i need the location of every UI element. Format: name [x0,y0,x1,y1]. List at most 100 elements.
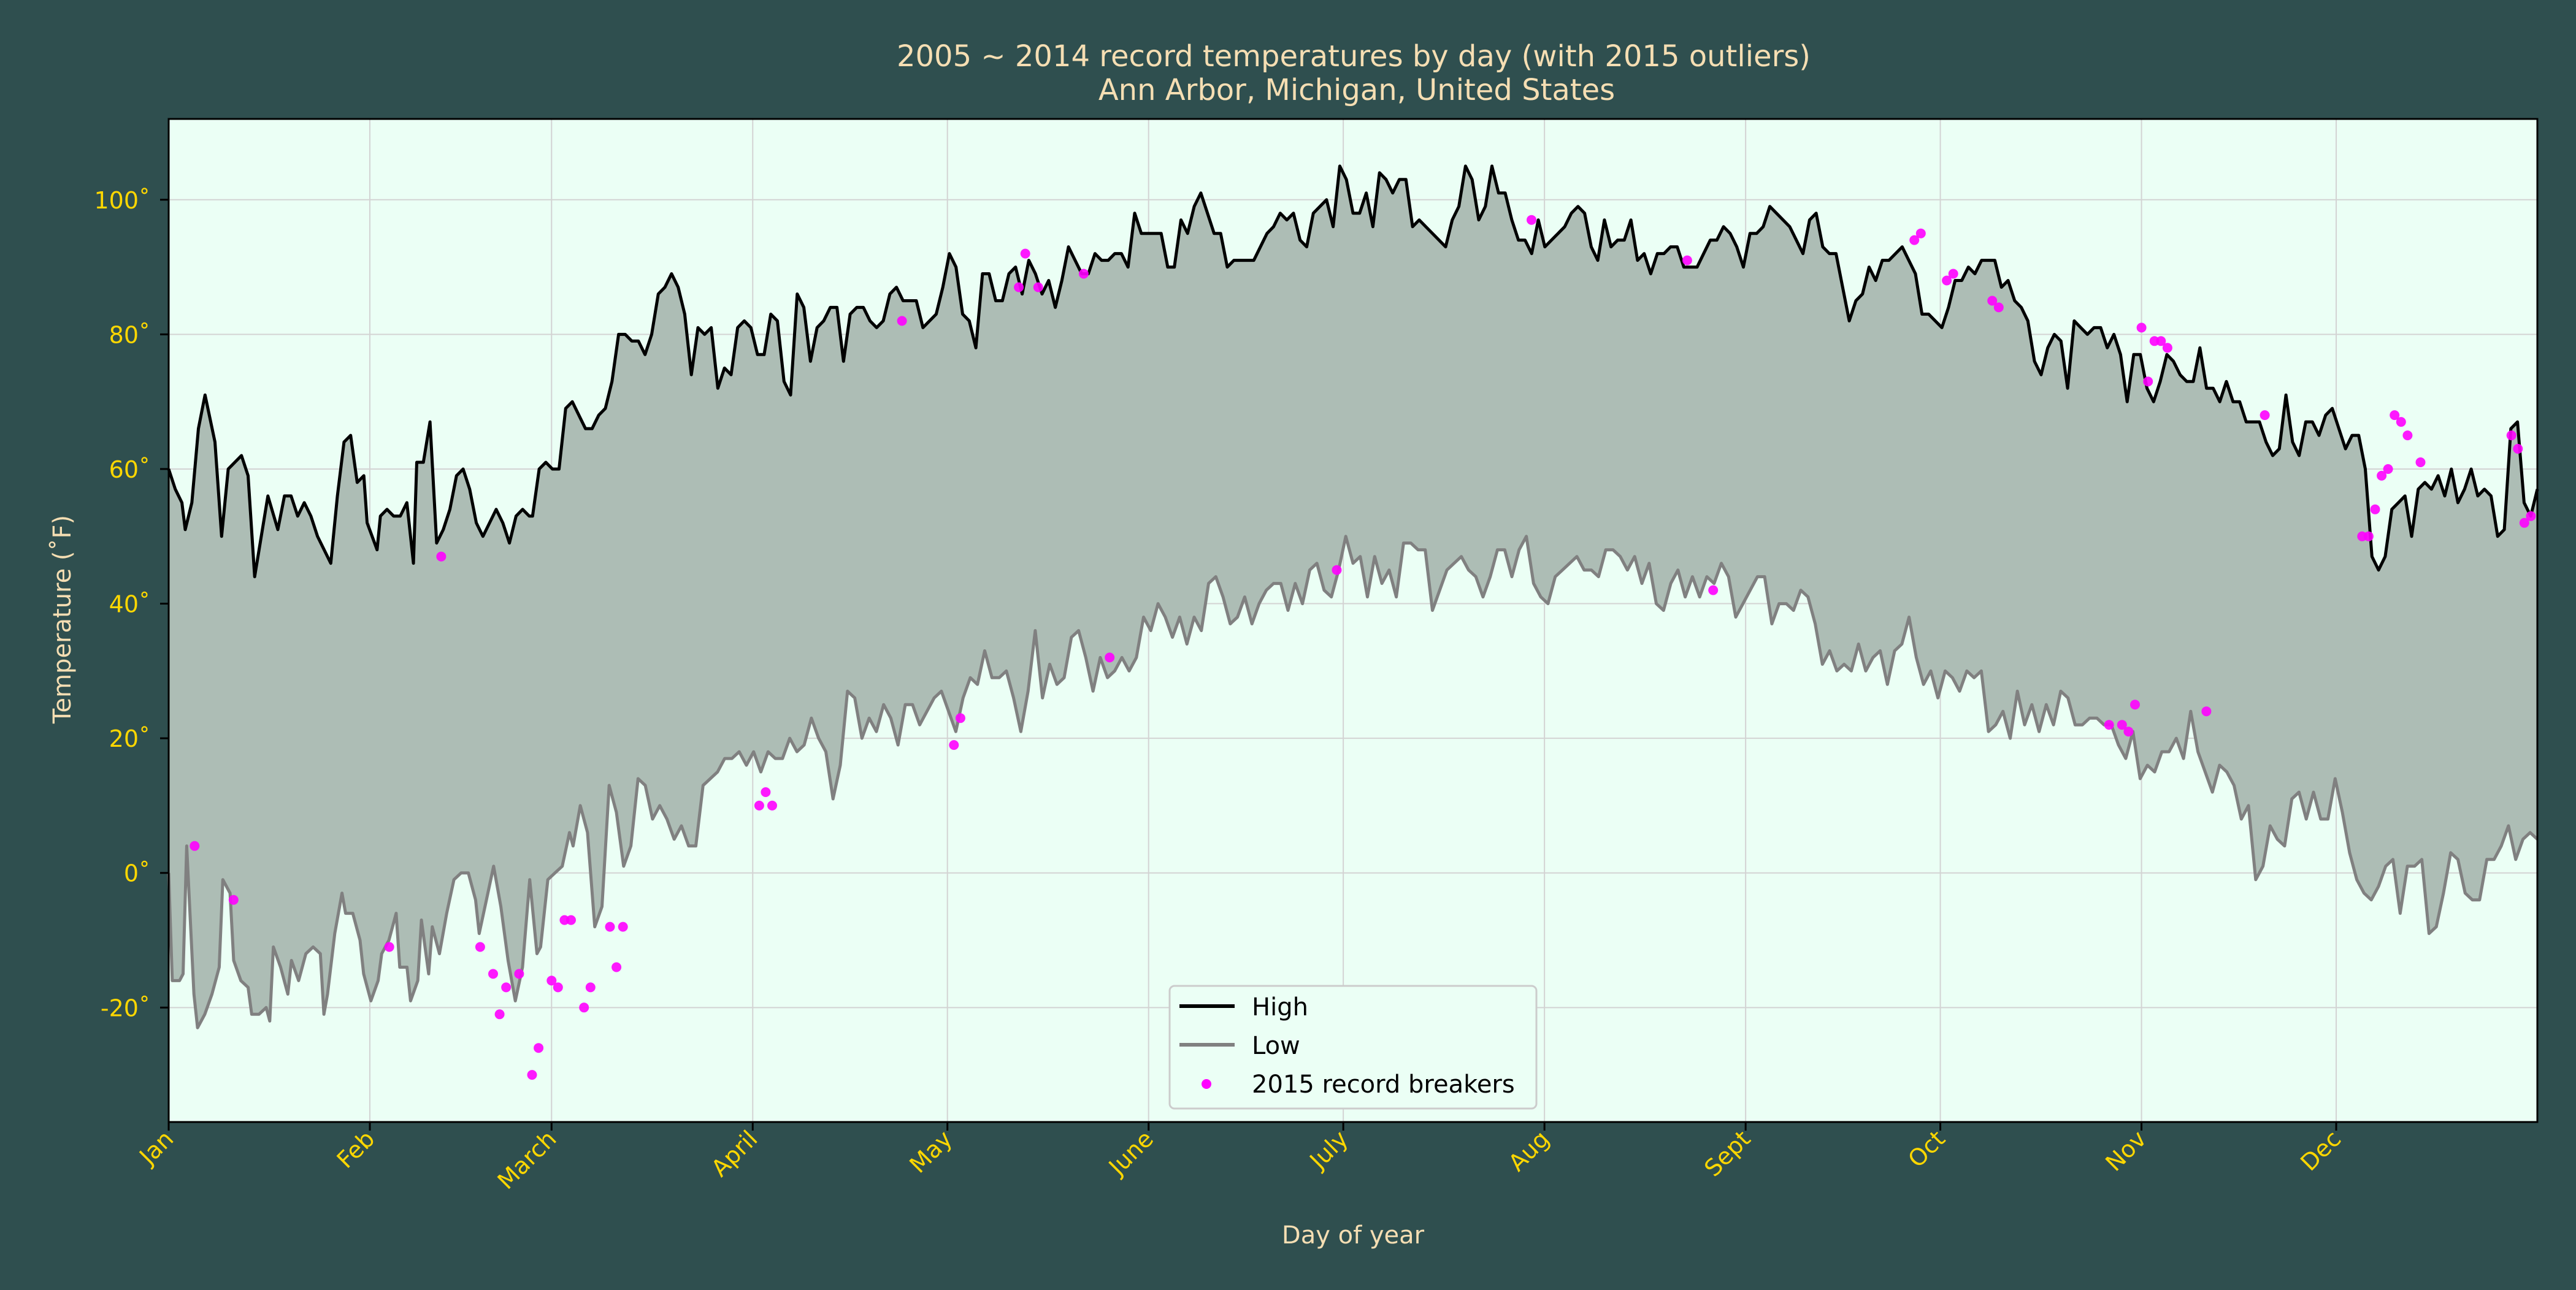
series-line-high [167,164,2539,579]
outlier-point [1332,565,1342,575]
legend: High Low 2015 record breakers [1168,985,1538,1110]
outlier-point [897,316,907,326]
outlier-points [190,215,2536,1080]
y-tick-label: 20˚ [109,725,150,752]
outlier-point [1987,296,1998,306]
outlier-point [585,982,596,993]
outlier-point [494,1009,505,1020]
y-tick-label: 100˚ [94,187,150,214]
outlier-point [2513,444,2523,454]
legend-low-label: Low [1252,1032,1300,1060]
outlier-point [2260,410,2270,421]
outlier-point [2506,430,2517,441]
x-tick-label: Oct [1903,1125,1950,1173]
outlier-point [527,1070,537,1080]
x-tick-label: Dec [2295,1125,2346,1176]
outlier-point [534,1043,544,1053]
outlier-point [514,969,524,979]
x-tick-label: Jan [133,1125,178,1170]
outlier-point [2123,727,2134,737]
outlier-point [2363,531,2374,541]
outlier-point [2104,720,2114,730]
plot-frame [167,118,2539,1123]
outlier-point [1527,215,1536,225]
outlier-point [2396,417,2406,427]
x-tick-label: Nov [2100,1125,2152,1177]
outlier-point [1105,652,1115,663]
outlier-point [761,787,771,797]
outlier-point [1014,282,1024,292]
x-tick-label: Sept [1699,1125,1755,1181]
legend-high-label: High [1252,993,1308,1021]
outlier-point [436,551,447,562]
outlier-point [2130,700,2140,710]
x-axis-label: Day of year [1282,1221,1425,1250]
outlier-point [1682,255,1692,265]
outlier-point [767,800,777,811]
outlier-point [579,1002,589,1013]
outlier-point [1942,275,1952,286]
range-fill [169,166,2537,1028]
y-tick-label: 60˚ [109,456,150,483]
outlier-point [1078,269,1089,279]
x-tick-label: April [706,1125,763,1182]
x-axis-ticks: Jan Feb March April May June July Aug Sept Oct Nov… [133,1122,2346,1194]
series-lines [167,164,2539,1029]
outlier-point [2136,322,2147,333]
outlier-point [475,942,485,952]
outlier-point [955,713,965,723]
x-tick-label: July [1304,1125,1354,1175]
outlier-point [2143,376,2153,387]
outlier-point [2526,511,2536,521]
y-tick-label: 40˚ [109,591,150,618]
x-tick-label: May [904,1125,957,1178]
high-low-fill [169,166,2537,1028]
outlier-point [611,962,622,972]
outlier-point [2117,720,2127,730]
chart-subtitle: Ann Arbor, Michigan, United States [1098,73,1615,107]
outlier-point [2162,343,2172,353]
legend-box [1168,985,1538,1110]
outlier-point [2519,517,2529,528]
outlier-point [1708,585,1719,595]
y-tick-label: 0˚ [124,860,150,887]
outlier-point [2415,457,2426,467]
outlier-point [546,975,557,986]
x-tick-label: Aug [1503,1125,1555,1177]
outlier-point [1948,269,1958,279]
y-tick-label: -20˚ [101,994,150,1021]
outlier-point [605,922,615,932]
outlier-point [566,915,576,925]
outlier-point [754,800,764,811]
outlier-point [488,969,498,979]
legend-outlier-swatch [1202,1079,1211,1089]
outlier-point [1915,228,1926,239]
outlier-point [1020,248,1030,259]
y-tick-label: 80˚ [109,321,150,348]
series-line-low [167,535,2539,1029]
outlier-point [2383,464,2393,474]
outlier-point [2156,336,2166,346]
outlier-point [2201,706,2212,717]
chart-title: 2005 ~ 2014 record temperatures by day (… [897,39,1811,74]
outlier-point [501,982,512,993]
x-tick-label: March [493,1125,562,1194]
outlier-point [384,942,394,952]
outlier-point [2402,430,2413,441]
outlier-point [228,895,239,905]
x-tick-label: Feb [332,1125,380,1174]
outlier-point [2390,410,2400,421]
outlier-point [1909,235,1920,245]
y-axis-label: Temperature (˚F) [48,515,77,724]
outlier-point [2370,504,2380,514]
outlier-point [618,922,628,932]
outlier-point [1993,302,2004,313]
outlier-point [1033,282,1043,292]
outlier-point [190,841,200,851]
x-tick-label: June [1103,1125,1159,1181]
legend-outlier-label: 2015 record breakers [1252,1071,1515,1099]
outlier-point [949,740,959,750]
outlier-point [2377,470,2387,481]
